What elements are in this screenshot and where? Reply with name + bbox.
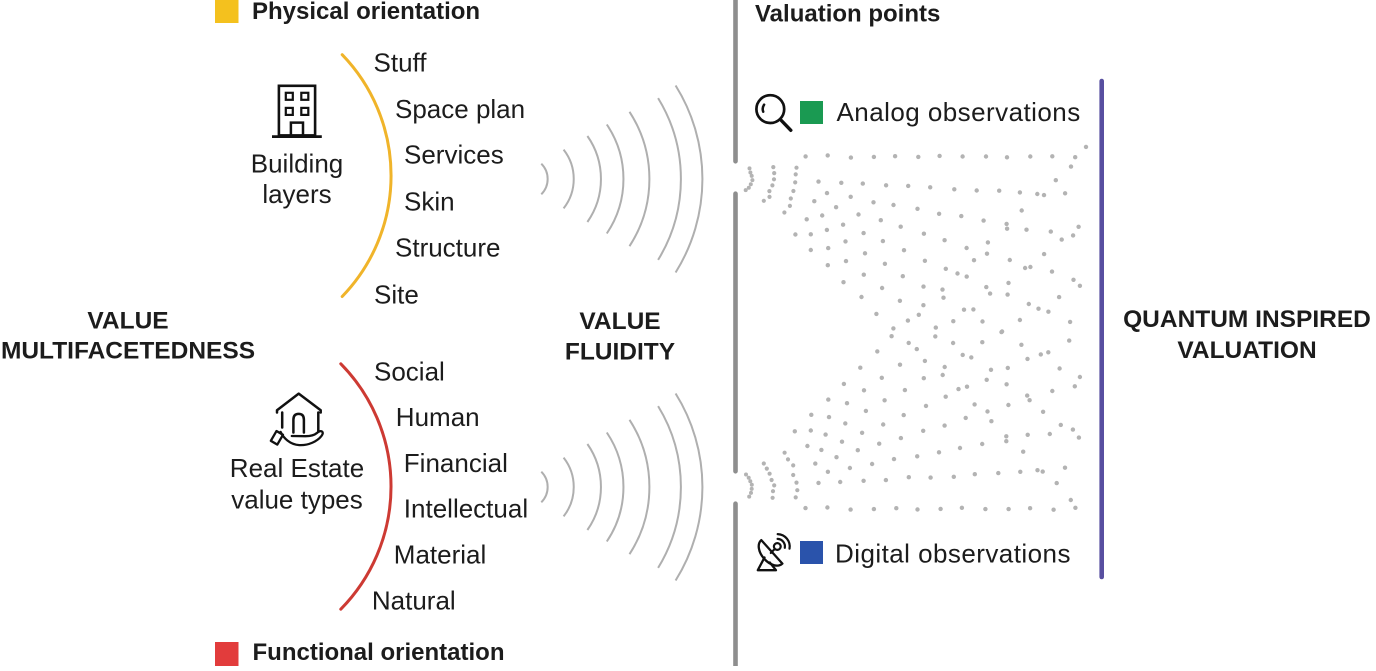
svg-text:Space plan: Space plan: [395, 94, 525, 124]
svg-text:Digital observations: Digital observations: [835, 539, 1071, 569]
svg-text:Building: Building: [251, 149, 344, 179]
svg-text:FLUIDITY: FLUIDITY: [565, 339, 675, 366]
svg-text:Social: Social: [374, 356, 445, 386]
svg-text:value types: value types: [231, 485, 363, 515]
svg-text:Material: Material: [394, 540, 486, 570]
svg-text:VALUE: VALUE: [579, 308, 660, 335]
svg-text:Site: Site: [374, 279, 419, 309]
svg-text:VALUATION: VALUATION: [1177, 337, 1316, 364]
svg-text:Financial: Financial: [404, 448, 508, 478]
svg-text:Skin: Skin: [404, 187, 455, 217]
svg-text:MULTIFACETEDNESS: MULTIFACETEDNESS: [1, 338, 255, 365]
svg-text:Stuff: Stuff: [374, 48, 428, 78]
svg-text:Intellectual: Intellectual: [404, 494, 528, 524]
svg-text:Real Estate: Real Estate: [230, 453, 364, 483]
svg-text:Physical orientation: Physical orientation: [252, 0, 480, 25]
svg-text:Services: Services: [404, 140, 504, 170]
svg-text:Valuation points: Valuation points: [755, 1, 940, 28]
svg-text:Analog observations: Analog observations: [837, 97, 1081, 127]
svg-text:Functional orientation: Functional orientation: [253, 639, 505, 666]
svg-text:Human: Human: [396, 402, 480, 432]
svg-text:QUANTUM INSPIRED: QUANTUM INSPIRED: [1123, 306, 1371, 333]
svg-text:VALUE: VALUE: [87, 308, 168, 335]
svg-text:layers: layers: [262, 179, 331, 209]
svg-text:Structure: Structure: [395, 233, 501, 263]
svg-text:Natural: Natural: [372, 585, 456, 615]
